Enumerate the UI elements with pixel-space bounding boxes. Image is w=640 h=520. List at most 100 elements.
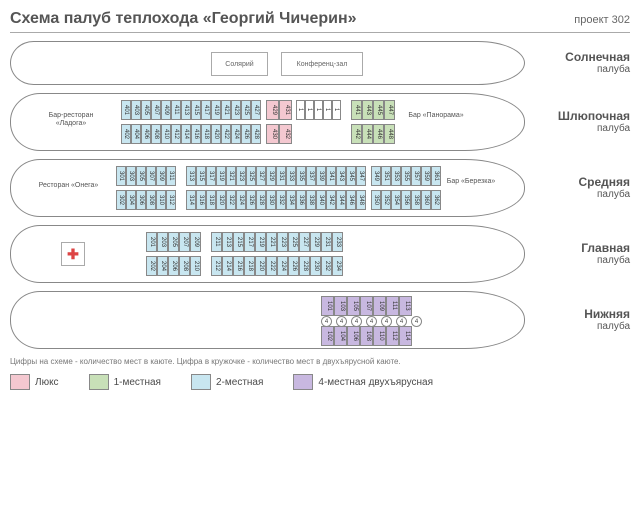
cabin: 412	[171, 124, 181, 144]
main-blue-b1: 202204206208210	[146, 256, 201, 276]
legend-item: Люкс	[10, 374, 59, 390]
cabin: 422	[221, 124, 231, 144]
cabin: 353	[391, 166, 401, 186]
cabin: 426	[241, 124, 251, 144]
cabin: 448	[384, 124, 395, 144]
cabin: 425	[241, 100, 251, 120]
cabin: 201	[146, 232, 157, 252]
cabin: 309	[156, 166, 166, 186]
cabin: 228	[299, 256, 310, 276]
cabin: 203	[157, 232, 168, 252]
cabin: 335	[296, 166, 306, 186]
boat-top-blue: 4014034054074094114134154174194214234254…	[121, 100, 261, 120]
deck-outline-main: ✚ 201203205207209 202204206208210 211213…	[10, 225, 525, 283]
cabin: 226	[288, 256, 299, 276]
boat-bot-blue: 4024044064084104124144164184204224244264…	[121, 124, 261, 144]
cabin: 415	[191, 100, 201, 120]
cabin: 229	[310, 232, 321, 252]
legend-swatch	[293, 374, 313, 390]
cabin: 442	[351, 124, 362, 144]
cabin: 221	[266, 232, 277, 252]
cabin: 101	[321, 296, 334, 316]
cabin: 210	[190, 256, 201, 276]
cabin: 420	[211, 124, 221, 144]
deck-label-sun: Солнечная палуба	[535, 51, 630, 75]
cabin: 231	[321, 232, 332, 252]
cabin: 224	[277, 256, 288, 276]
project-code: проект 302	[574, 14, 630, 26]
cabin: 310	[156, 190, 166, 210]
cabin: 444	[362, 124, 373, 144]
legend-label: Люкс	[35, 377, 59, 388]
cabin: 411	[171, 100, 181, 120]
room-solarium: Солярий	[211, 52, 268, 76]
cabin: 326	[246, 190, 256, 210]
cabin: 320	[216, 190, 226, 210]
cabin: 402	[121, 124, 131, 144]
cabin: 401	[121, 100, 131, 120]
cabin: 102	[321, 326, 334, 346]
cabin: 408	[151, 124, 161, 144]
bar-berezka: Бар «Березка»	[446, 178, 496, 186]
cabin: 331	[276, 166, 286, 186]
cabin: 218	[244, 256, 255, 276]
cabin: 318	[206, 190, 216, 210]
cabin: 314	[186, 190, 196, 210]
cabin: 351	[381, 166, 391, 186]
boat-bot-pink: 430432	[266, 124, 292, 144]
cabin: 413	[181, 100, 191, 120]
page-title: Схема палуб теплохода «Георгий Чичерин»	[10, 10, 357, 28]
cabin: 446	[373, 124, 384, 144]
cabin: 315	[196, 166, 206, 186]
lower-purple-bot: 102104106108110112114	[321, 326, 412, 346]
mid-blue-t3: 349351353355357359361	[371, 166, 441, 186]
cabin: 342	[326, 190, 336, 210]
cabin: 416	[191, 124, 201, 144]
capacity-circle: 4	[411, 316, 422, 327]
deck-outline-lower: 101103105107109111113 4444444 1021041061…	[10, 291, 525, 349]
cabin: 330	[266, 190, 276, 210]
cabin: 418	[201, 124, 211, 144]
cabin: 432	[279, 124, 292, 144]
cabin: 419	[211, 100, 221, 120]
legend-label: 2-местная	[216, 377, 263, 388]
cabin: 447	[384, 100, 395, 120]
cabin: 106	[347, 326, 360, 346]
medical-icon: ✚	[61, 242, 85, 266]
cabin: 338	[306, 190, 316, 210]
cabin: 345	[346, 166, 356, 186]
legend-swatch	[89, 374, 109, 390]
cabin: 205	[168, 232, 179, 252]
cabin: 307	[146, 166, 156, 186]
cabin: 214	[222, 256, 233, 276]
cabin: 427	[251, 100, 261, 120]
cabin: 108	[360, 326, 373, 346]
cabin: 355	[401, 166, 411, 186]
cabin: 443	[362, 100, 373, 120]
deck-lower: 101103105107109111113 4444444 1021041061…	[10, 291, 630, 349]
deck-outline-boat: Бар-ресторан «Ладога» 401403405407409411…	[10, 93, 525, 151]
header: Схема палуб теплохода «Георгий Чичерин» …	[10, 10, 630, 33]
legend-swatch	[191, 374, 211, 390]
cabin: 445	[373, 100, 384, 120]
cabin: 324	[236, 190, 246, 210]
cabin: 219	[255, 232, 266, 252]
cabin: 220	[255, 256, 266, 276]
deck-main: ✚ 201203205207209 202204206208210 211213…	[10, 225, 630, 283]
deck-outline-middle: Ресторан «Онега» 301303305307309311 3023…	[10, 159, 525, 217]
cabin: 334	[286, 190, 296, 210]
cabin: 217	[244, 232, 255, 252]
cabin: 104	[334, 326, 347, 346]
cabin: 322	[226, 190, 236, 210]
boat-white-strip: 11111	[296, 100, 341, 120]
lower-purple-top: 101103105107109111113	[321, 296, 412, 316]
cabin: 308	[146, 190, 156, 210]
cabin: 323	[236, 166, 246, 186]
cabin: 346	[346, 190, 356, 210]
cabin: 349	[371, 166, 381, 186]
cabin: 357	[411, 166, 421, 186]
bar-panorama: Бар «Панорама»	[406, 112, 466, 120]
mid-blue-b2: 3143163183203223243263283303323343363383…	[186, 190, 366, 210]
cabin: 325	[246, 166, 256, 186]
main-blue-b2: 212214216218220222224226228230232234	[211, 256, 343, 276]
